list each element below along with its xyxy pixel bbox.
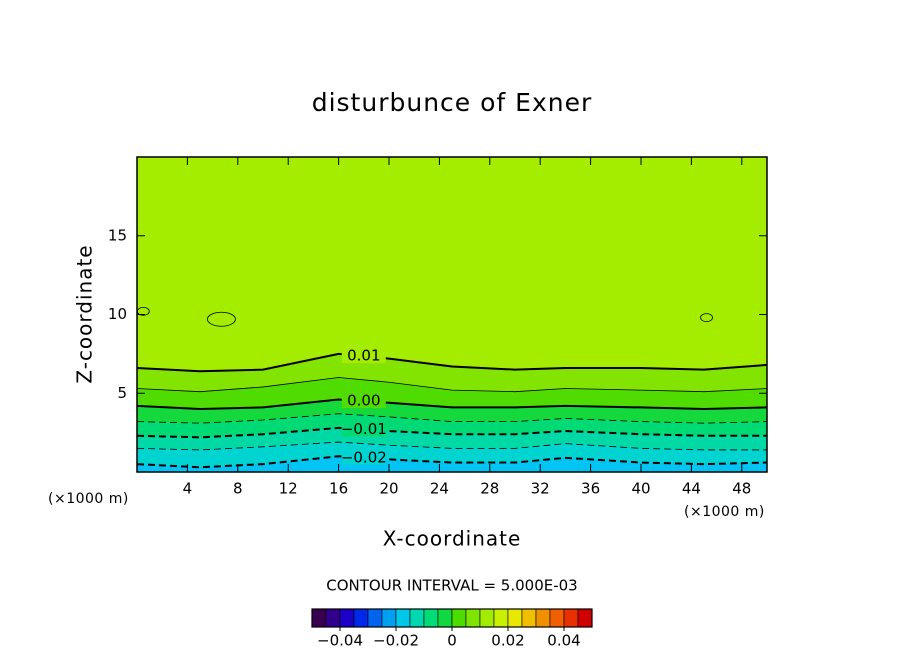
colorbar-swatch	[311, 608, 327, 628]
chart-title: disturbunce of Exner	[312, 88, 593, 117]
contour-label: −0.01	[341, 420, 387, 438]
x-tick-label: 36	[581, 480, 600, 498]
contour-label-gap	[341, 450, 386, 465]
x-axis-label: X-coordinate	[383, 527, 522, 551]
x-tick-label: 20	[379, 480, 398, 498]
colorbar-swatch	[367, 608, 383, 628]
contour-line	[136, 455, 768, 469]
contour-label-gap	[341, 422, 386, 437]
colorbar-swatch	[507, 608, 523, 628]
colorbar-swatch	[549, 608, 565, 628]
contour-label-gap	[341, 349, 386, 364]
colorbar-swatch	[563, 608, 579, 628]
colorbar-swatch	[577, 608, 593, 628]
colorbar-tick-label: 0	[447, 632, 457, 650]
x-tick-label: 32	[531, 480, 550, 498]
colorbar-swatch	[423, 608, 439, 628]
colorbar-swatch	[381, 608, 397, 628]
x-tick-label: 44	[682, 480, 701, 498]
colorbar-swatch	[409, 608, 425, 628]
x-tick-label: 16	[329, 480, 348, 498]
contour-label: −0.02	[341, 448, 387, 466]
contour-line	[136, 352, 768, 373]
x-tick-label: 24	[430, 480, 449, 498]
colorbar-tick-label: 0.02	[491, 632, 524, 650]
contour-band	[137, 456, 767, 472]
y-tick-label: 15	[108, 226, 127, 244]
colorbar-swatch	[353, 608, 369, 628]
colorbar-swatch	[493, 608, 509, 628]
contour-label-gap	[341, 394, 386, 409]
colorbar-tick-label: −0.02	[373, 632, 419, 650]
x-tick-label: 4	[183, 480, 193, 498]
closed-contour	[700, 313, 713, 323]
colorbar-swatch	[437, 608, 453, 628]
contour-line	[136, 441, 767, 451]
contour-line	[136, 426, 767, 439]
colorbar-swatch	[395, 608, 411, 628]
contour-line	[136, 377, 768, 393]
colorbar-swatch	[479, 608, 495, 628]
contour-line	[136, 413, 768, 424]
x-tick-label: 48	[732, 480, 751, 498]
contour-label: 0.01	[347, 347, 380, 365]
colorbar-swatch	[451, 608, 467, 628]
y-tick-label: 5	[117, 384, 127, 402]
x-tick-label: 40	[631, 480, 650, 498]
x-tick-label: 12	[279, 480, 298, 498]
y-unit: (×1000 m)	[48, 491, 129, 507]
contour-label: 0.00	[347, 392, 380, 410]
contour-interval: CONTOUR INTERVAL = 5.000E-03	[326, 577, 577, 595]
colorbar-swatch	[325, 608, 341, 628]
x-unit: (×1000 m)	[684, 504, 765, 520]
x-tick-label: 8	[233, 480, 243, 498]
y-axis-label: Z-coordinate	[73, 244, 97, 383]
colorbar-tick-label: −0.04	[317, 632, 363, 650]
colorbar-swatch	[521, 608, 537, 628]
contour-line	[136, 398, 768, 411]
closed-contour	[207, 311, 236, 327]
colorbar-swatch	[339, 608, 355, 628]
y-tick-label: 10	[108, 305, 127, 323]
colorbar-tick-label: 0.04	[547, 632, 580, 650]
x-tick-label: 28	[480, 480, 499, 498]
colorbar-swatch	[465, 608, 481, 628]
colorbar-swatch	[535, 608, 551, 628]
